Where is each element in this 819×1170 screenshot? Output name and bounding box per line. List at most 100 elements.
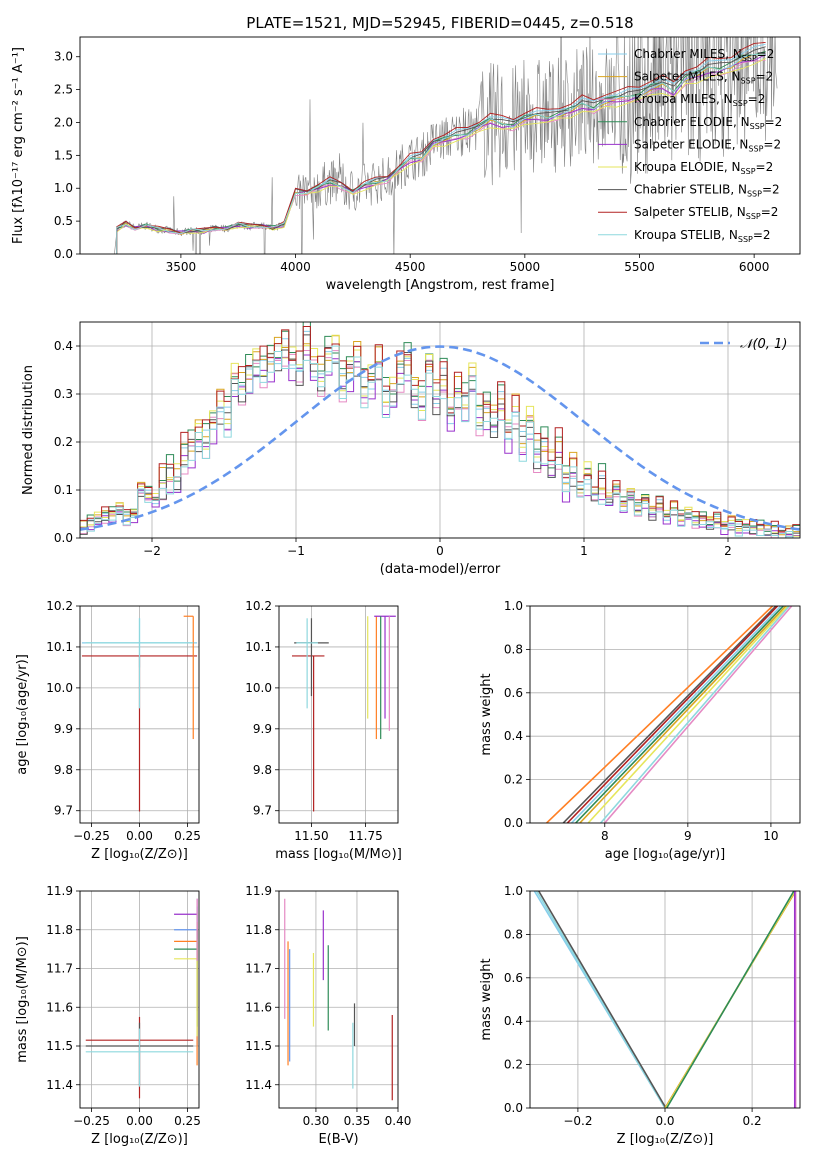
y-tick-label: 11.6 [245,1000,272,1014]
legend-label-text: Kroupa MILES, N [634,92,733,106]
legend-label-sub: SSP [733,99,748,108]
figure-title: PLATE=1521, MJD=52945, FIBERID=0445, z=0… [246,14,633,32]
x-tick-label: 0.35 [344,1114,371,1128]
legend-label-text: Chabrier ELODIE, N [634,115,750,129]
weight-line [535,891,666,1108]
x-tick-label: 2 [724,544,732,558]
model-spectrum-line [116,41,766,254]
y-tick-label: 10.0 [46,681,73,695]
y-tick-label: 2.0 [54,115,73,129]
y-tick-label: 1.0 [54,181,73,195]
y-tick-label: 0.0 [54,247,73,261]
legend-label: Kroupa MILES, NSSP=2 [634,92,765,108]
weight-line [666,891,795,1108]
plot-area [530,606,800,823]
y-tick-label: 11.9 [245,884,272,898]
axes-massweight_vs_Z: −0.2 0.0 0.2 0.0 0.2 0.4 0.6 0.8 1.0 Z [log₁₀(Z/Z… [479,884,801,1147]
x-tick-label: 8 [601,829,609,843]
weight-line [587,606,789,823]
x-tick-label: 11.50 [294,829,328,843]
plot-area [279,891,398,1108]
x-tick-label: 4500 [395,260,426,274]
legend-label-tail: =2 [765,115,783,129]
x-axis-label: wavelength [Angstrom, rest frame] [326,278,555,293]
y-tick-label: 0.2 [504,1058,523,1072]
legend-label-sub: SSP [742,54,757,63]
y-tick-label: 11.8 [46,923,73,937]
model-spectrum-line [116,58,766,254]
y-tick-label: 0.5 [54,214,73,228]
legend-label-text: Salpeter STELIB, N [634,205,746,219]
y-tick-label: 0.0 [504,1101,523,1115]
plots-layer: 3500 4000 4500 5000 5500 6000 0.0 0.5 1.0 1.5 2.0 2… [11,36,801,1147]
y-axis-label: mass [log₁₀(M/M⊙)] [15,936,30,1063]
x-tick-label: 0.00 [126,1114,153,1128]
legend-label: Chabrier STELIB, NSSP=2 [634,183,780,199]
weight-line [600,606,790,823]
legend-label-text: Salpeter MILES, N [634,70,741,84]
axes-frame [529,605,801,824]
legend-label-tail: =2 [763,137,781,151]
y-tick-label: 11.6 [46,1000,73,1014]
axes-frame [79,605,200,824]
x-tick-label: −2 [143,544,161,558]
y-tick-label: 11.5 [245,1039,272,1053]
x-tick-label: −1 [287,544,305,558]
x-tick-label: 6000 [739,260,770,274]
x-axis-label: Z [log₁₀(Z/Z⊙)] [617,1132,714,1147]
legend-label-sub: SSP [738,235,753,244]
axes-frame [278,890,399,1109]
legend-label: Salpeter STELIB, NSSP=2 [634,205,778,221]
legend-label-text: Salpeter ELODIE, N [634,137,748,151]
x-axis-label: age [log₁₀(age/yr)] [605,847,726,862]
x-tick-label: 0.40 [385,1114,412,1128]
y-tick-label: 9.9 [253,722,272,736]
y-axis-label: Flux [fλ10⁻¹⁷ erg cm⁻² s⁻¹ A⁻¹] [11,47,26,244]
plot-area [80,891,199,1108]
x-tick-label: 0.25 [174,829,201,843]
x-tick-label: 0.2 [743,1114,762,1128]
axes-mass_vs_Z: −0.25 0.00 0.25 11.4 11.5 11.6 11.7 11.8 11.9 Z [… [15,884,201,1147]
y-tick-label: 9.8 [54,763,73,777]
y-tick-label: 0.3 [54,387,73,401]
legend-label-tail: =2 [761,205,779,219]
x-tick-label: 0.00 [126,829,153,843]
model-spectrum-line [116,59,766,254]
normal-curve [80,345,800,531]
y-tick-label: 0.4 [504,1014,523,1028]
y-tick-label: 0.1 [54,483,73,497]
legend-label-tail: =2 [757,47,775,61]
x-tick-label: 11.75 [348,829,382,843]
legend-label: Salpeter ELODIE, NSSP=2 [634,137,781,153]
plot-area [80,606,199,823]
residual-legend: 𝒩(0, 1) [700,337,787,352]
y-axis-label: mass weight [479,673,494,755]
legend-label: 𝒩(0, 1) [740,337,787,352]
y-tick-label: 0.4 [504,729,523,743]
legend-label: Chabrier ELODIE, NSSP=2 [634,115,782,131]
y-tick-label: 0.8 [504,642,523,656]
y-tick-label: 0.4 [54,339,73,353]
weight-line [575,606,784,823]
y-tick-label: 10.2 [46,599,73,613]
x-tick-label: 0.25 [174,1114,201,1128]
model-spectrum-line [116,54,766,254]
x-tick-label: 9 [684,829,692,843]
legend-label: Salpeter MILES, NSSP=2 [634,70,773,86]
weight-line [538,891,667,1108]
x-tick-label: 0.0 [655,1114,674,1128]
y-tick-label: 0.2 [504,773,523,787]
y-tick-label: 1.0 [504,599,523,613]
axes-massweight_vs_age: 8 9 10 0.0 0.2 0.4 0.6 0.8 1.0 age [log₁₀(age/yr)… [479,599,801,862]
x-tick-label: 10 [763,829,778,843]
plot-area [530,891,800,1108]
y-tick-label: 10.0 [245,681,272,695]
y-tick-label: 0.2 [54,435,73,449]
weight-line [570,606,782,823]
y-tick-label: 0.6 [504,686,523,700]
x-axis-label: Z [log₁₀(Z/Z⊙)] [91,847,188,862]
y-tick-label: 11.4 [46,1078,73,1092]
weight-line [579,606,787,823]
legend-label: Chabrier MILES, NSSP=2 [634,47,774,63]
